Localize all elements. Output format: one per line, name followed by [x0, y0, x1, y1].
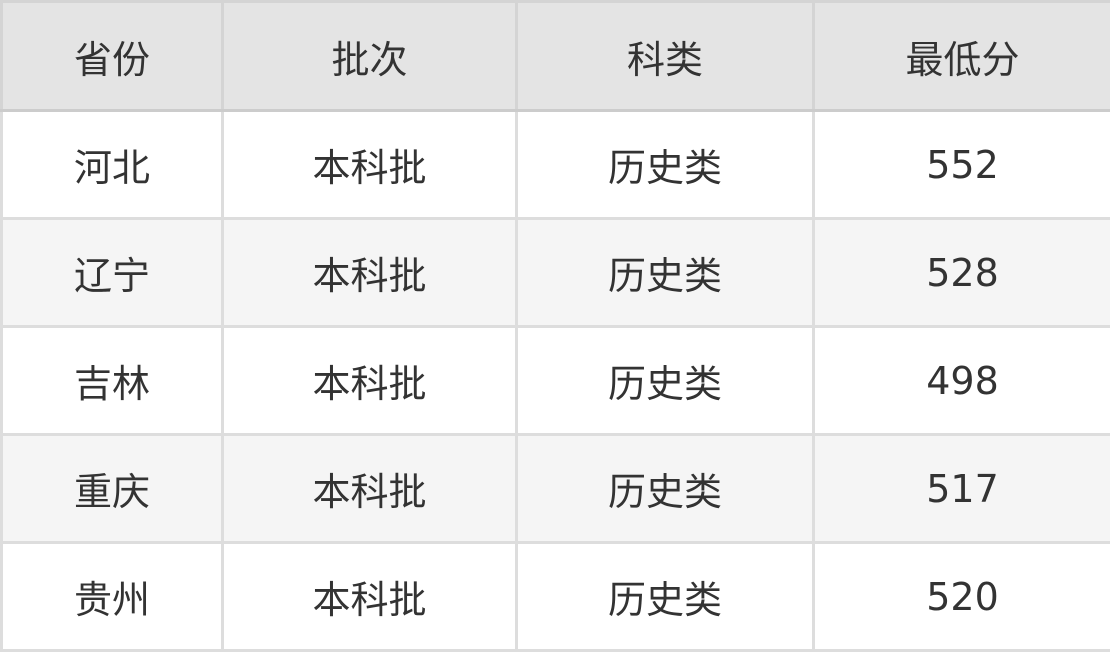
score-table: 省份 批次 科类 最低分 河北 本科批 历史类 552 辽宁 本科批 历史类 528 吉林 本科批… — [0, 0, 1110, 652]
cell-batch: 本科批 — [221, 541, 518, 652]
cell-category: 历史类 — [515, 217, 815, 328]
cell-category: 历史类 — [515, 433, 815, 544]
header-category: 科类 — [515, 0, 815, 112]
cell-min-score: 520 — [812, 541, 1110, 652]
cell-category: 历史类 — [515, 109, 815, 220]
cell-min-score: 517 — [812, 433, 1110, 544]
cell-batch: 本科批 — [221, 325, 518, 436]
cell-province: 吉林 — [0, 325, 224, 436]
cell-min-score: 528 — [812, 217, 1110, 328]
table-row: 贵州 本科批 历史类 520 — [0, 541, 1110, 652]
header-province: 省份 — [0, 0, 224, 112]
cell-min-score: 498 — [812, 325, 1110, 436]
table-row: 吉林 本科批 历史类 498 — [0, 325, 1110, 436]
header-min-score: 最低分 — [812, 0, 1110, 112]
cell-category: 历史类 — [515, 325, 815, 436]
cell-batch: 本科批 — [221, 217, 518, 328]
cell-batch: 本科批 — [221, 433, 518, 544]
cell-province: 重庆 — [0, 433, 224, 544]
cell-province: 辽宁 — [0, 217, 224, 328]
cell-batch: 本科批 — [221, 109, 518, 220]
cell-province: 河北 — [0, 109, 224, 220]
table-row: 辽宁 本科批 历史类 528 — [0, 217, 1110, 328]
cell-min-score: 552 — [812, 109, 1110, 220]
header-row: 省份 批次 科类 最低分 — [0, 0, 1110, 112]
table-row: 河北 本科批 历史类 552 — [0, 109, 1110, 220]
table-row: 重庆 本科批 历史类 517 — [0, 433, 1110, 544]
cell-category: 历史类 — [515, 541, 815, 652]
cell-province: 贵州 — [0, 541, 224, 652]
header-batch: 批次 — [221, 0, 518, 112]
